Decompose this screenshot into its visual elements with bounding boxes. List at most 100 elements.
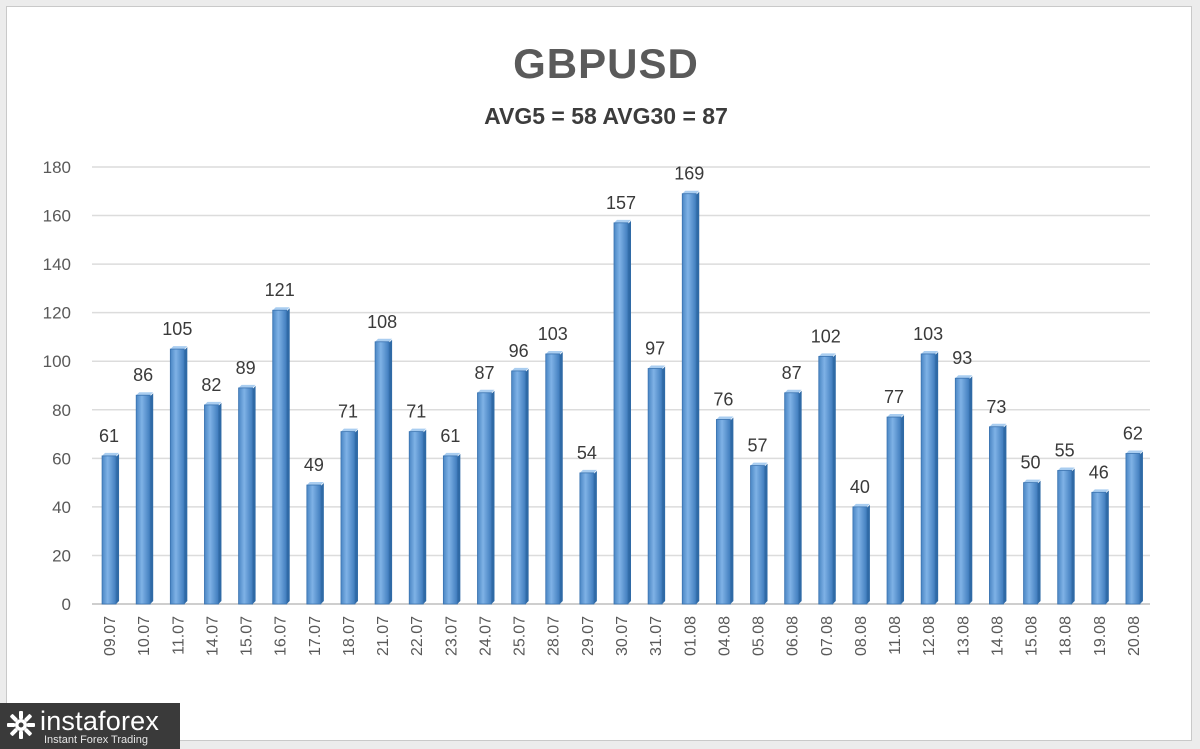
bar-13.08	[954, 377, 970, 605]
data-label-09.07: 61	[99, 426, 119, 446]
data-label-18.07: 71	[338, 402, 358, 422]
bar-top-23.07	[443, 452, 461, 456]
bar-22.07	[408, 431, 424, 605]
bar-18.07	[340, 431, 356, 605]
bar-side-09.07	[116, 453, 120, 604]
bar-top-05.08	[750, 462, 768, 466]
y-tick-label: 180	[43, 158, 71, 177]
data-label-07.08: 102	[811, 326, 841, 346]
bar-side-21.07	[389, 339, 393, 604]
data-label-15.07: 89	[236, 358, 256, 378]
x-tick-label: 24.07	[477, 616, 494, 656]
bar-side-11.07	[184, 347, 188, 604]
data-label-10.07: 86	[133, 365, 153, 385]
data-label-08.08: 40	[850, 477, 870, 497]
bar-01.08	[681, 193, 697, 605]
x-tick-label: 20.08	[1126, 616, 1143, 656]
bar-side-30.07	[628, 220, 631, 605]
bar-top-12.08	[921, 350, 939, 354]
y-tick-label: 60	[52, 449, 71, 468]
bar-top-18.07	[340, 428, 358, 432]
bar-top-19.08	[1091, 489, 1109, 493]
data-labels: 61 86 105 82 89 121 49 71 108 71 61 87 96 103 54 157 97 1…	[99, 164, 1143, 497]
x-tick-label: 11.08	[887, 616, 904, 655]
bar-06.08	[784, 392, 800, 605]
data-label-30.07: 157	[606, 193, 636, 213]
bar-top-08.08	[852, 503, 870, 507]
bar-side-15.07	[252, 385, 256, 604]
bar-side-06.08	[798, 390, 802, 604]
data-label-16.07: 121	[265, 280, 295, 300]
bar-side-24.07	[491, 390, 495, 604]
x-tick-label: 31.07	[648, 616, 665, 656]
bar-18.08	[1057, 470, 1073, 605]
bar-14.07	[204, 404, 219, 605]
x-tick-label: 07.08	[819, 616, 836, 656]
data-label-28.07: 103	[538, 324, 568, 344]
bar-side-15.08	[1037, 480, 1041, 604]
bar-24.07	[477, 392, 492, 605]
data-label-21.07: 108	[367, 312, 397, 332]
y-tick-label: 40	[52, 498, 71, 517]
data-label-14.08: 73	[986, 397, 1006, 417]
bar-11.07	[169, 348, 185, 605]
x-tick-label: 30.07	[614, 616, 631, 656]
data-label-13.08: 93	[952, 348, 972, 368]
x-tick-label: 10.07	[136, 616, 153, 656]
x-tick-label: 14.08	[989, 616, 1006, 656]
x-tick-label: 13.08	[955, 616, 972, 656]
bar-top-01.08	[682, 190, 700, 194]
data-label-20.08: 62	[1123, 423, 1143, 443]
bar-23.07	[442, 455, 458, 605]
watermark-tagline: Instant Forex Trading	[44, 734, 148, 746]
x-tick-label: 16.07	[273, 616, 290, 656]
x-tick-label: 09.07	[102, 616, 119, 656]
data-label-12.08: 103	[913, 324, 943, 344]
data-label-14.07: 82	[201, 375, 221, 395]
bar-31.07	[647, 368, 663, 605]
x-tick-label: 23.07	[443, 616, 460, 656]
x-tick-label: 14.07	[204, 616, 221, 656]
bar-30.07	[613, 222, 629, 605]
bar-side-31.07	[662, 366, 666, 604]
bar-top-30.07	[614, 219, 631, 223]
bar-07.08	[818, 355, 834, 605]
bar-top-29.07	[579, 469, 597, 473]
bar-21.07	[374, 341, 390, 605]
bar-top-10.07	[136, 392, 154, 396]
instaforex-watermark: instaforex Instant Forex Trading	[0, 703, 180, 749]
y-tick-label: 100	[43, 352, 71, 371]
bar-side-13.08	[969, 376, 973, 604]
watermark-brand: instaforex	[40, 706, 160, 736]
bar-side-20.08	[1139, 451, 1143, 604]
bar-28.07	[545, 353, 561, 605]
bar-top-16.07	[272, 307, 290, 311]
data-label-01.08: 169	[674, 164, 704, 184]
bar-top-28.07	[545, 350, 563, 354]
x-tick-label: 21.07	[375, 616, 392, 656]
x-tick-label: 06.08	[785, 616, 802, 656]
x-tick-label: 12.08	[921, 616, 938, 656]
bars	[101, 190, 1143, 605]
y-tick-label: 20	[52, 546, 71, 565]
bar-15.08	[1023, 482, 1038, 605]
data-label-17.07: 49	[304, 455, 324, 475]
bar-side-14.08	[1003, 424, 1007, 604]
bar-top-04.08	[716, 416, 734, 420]
bar-side-04.08	[730, 417, 734, 604]
bar-side-17.07	[320, 483, 324, 604]
x-tick-label: 18.07	[341, 616, 358, 656]
bar-side-29.07	[593, 470, 597, 604]
bar-04.08	[715, 419, 731, 605]
bar-top-25.07	[511, 367, 529, 371]
data-label-15.08: 50	[1021, 453, 1041, 473]
bar-side-14.07	[218, 402, 222, 604]
data-label-04.08: 76	[713, 389, 733, 409]
x-tick-label: 05.08	[751, 616, 768, 656]
bar-19.08	[1091, 491, 1107, 605]
data-label-06.08: 87	[782, 363, 802, 383]
bar-side-12.08	[935, 351, 939, 604]
bar-top-18.08	[1057, 467, 1075, 471]
y-tick-label: 140	[43, 255, 71, 274]
